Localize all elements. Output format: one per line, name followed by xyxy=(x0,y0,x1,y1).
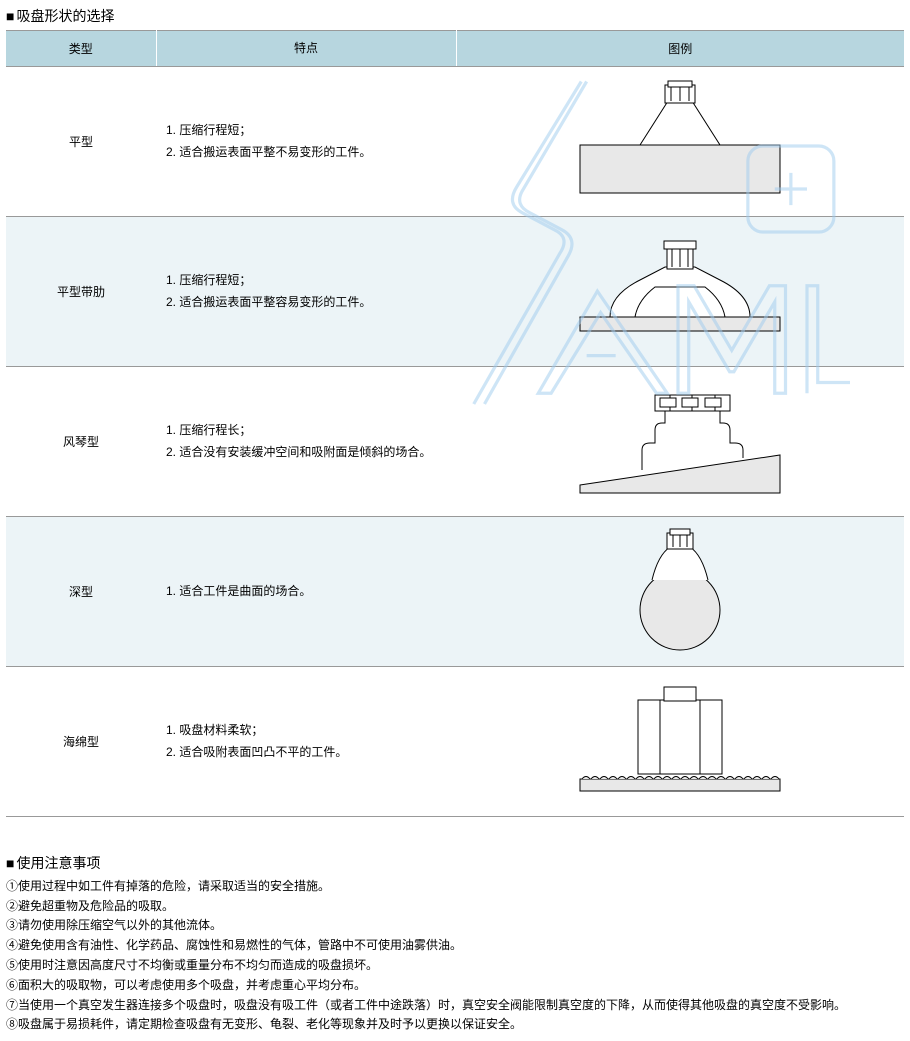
shape-table: 类型 特点 图例 平型 1. 压缩行程短；2. 适合搬运表面平整不易变形的工件。… xyxy=(6,30,904,817)
cell-type: 海绵型 xyxy=(6,666,156,816)
note-line: ⑧吸盘属于易损耗件，请定期检查吸盘有无变形、龟裂、老化等现象并及时予以更换以保证… xyxy=(6,1015,904,1035)
feature-line: 1. 压缩行程长； xyxy=(166,419,446,442)
feature-line: 2. 适合搬运表面平整不易变形的工件。 xyxy=(166,141,446,164)
table-row: 风琴型 1. 压缩行程长；2. 适合没有安装缓冲空间和吸附面是倾斜的场合。 xyxy=(6,366,904,516)
note-line: ②避免超重物及危险品的吸取。 xyxy=(6,897,904,917)
cell-type: 深型 xyxy=(6,516,156,666)
table-row: 平型带肋 1. 压缩行程短；2. 适合搬运表面平整容易变形的工件。 xyxy=(6,216,904,366)
note-line: ①使用过程中如工件有掉落的危险，请采取适当的安全措施。 xyxy=(6,877,904,897)
cell-diagram xyxy=(456,516,904,666)
note-line: ③请勿使用除压缩空气以外的其他流体。 xyxy=(6,916,904,936)
cell-features: 1. 适合工件是曲面的场合。 xyxy=(156,516,456,666)
notes-list: ①使用过程中如工件有掉落的危险，请采取适当的安全措施。②避免超重物及危险品的吸取… xyxy=(6,877,904,1035)
table-row: 海绵型 1. 吸盘材料柔软；2. 适合吸附表面凹凸不平的工件。 xyxy=(6,666,904,816)
note-line: ⑥面积大的吸取物，可以考虑使用多个吸盘，并考虑重心平均分布。 xyxy=(6,976,904,996)
cell-features: 1. 压缩行程长；2. 适合没有安装缓冲空间和吸附面是倾斜的场合。 xyxy=(156,366,456,516)
feature-line: 2. 适合搬运表面平整容易变形的工件。 xyxy=(166,291,446,314)
diagram-svg xyxy=(560,75,800,205)
section-title-shape: 吸盘形状的选择 xyxy=(6,6,904,26)
cell-features: 1. 压缩行程短；2. 适合搬运表面平整不易变形的工件。 xyxy=(156,66,456,216)
cell-type: 平型 xyxy=(6,66,156,216)
cell-features: 1. 吸盘材料柔软；2. 适合吸附表面凹凸不平的工件。 xyxy=(156,666,456,816)
feature-line: 2. 适合吸附表面凹凸不平的工件。 xyxy=(166,741,446,764)
cell-diagram xyxy=(456,366,904,516)
feature-line: 2. 适合没有安装缓冲空间和吸附面是倾斜的场合。 xyxy=(166,441,446,464)
cell-diagram xyxy=(456,66,904,216)
cell-type: 风琴型 xyxy=(6,366,156,516)
diagram-svg xyxy=(560,225,800,355)
table-row: 平型 1. 压缩行程短；2. 适合搬运表面平整不易变形的工件。 xyxy=(6,66,904,216)
table-row: 深型 1. 适合工件是曲面的场合。 xyxy=(6,516,904,666)
section-title-notes: 使用注意事项 xyxy=(6,853,904,873)
note-line: ⑤使用时注意因高度尺寸不均衡或重量分布不均匀而造成的吸盘损坏。 xyxy=(6,956,904,976)
cell-features: 1. 压缩行程短；2. 适合搬运表面平整容易变形的工件。 xyxy=(156,216,456,366)
diagram-svg xyxy=(560,375,800,505)
th-img: 图例 xyxy=(456,31,904,67)
th-type: 类型 xyxy=(6,31,156,67)
diagram-svg xyxy=(560,675,800,805)
feature-line: 1. 压缩行程短； xyxy=(166,269,446,292)
cell-diagram xyxy=(456,666,904,816)
th-feat: 特点 xyxy=(156,31,456,67)
feature-line: 1. 适合工件是曲面的场合。 xyxy=(166,580,446,603)
note-line: ④避免使用含有油性、化学药品、腐蚀性和易燃性的气体，管路中不可使用油雾供油。 xyxy=(6,936,904,956)
cell-diagram xyxy=(456,216,904,366)
feature-line: 1. 吸盘材料柔软； xyxy=(166,719,446,742)
cell-type: 平型带肋 xyxy=(6,216,156,366)
note-line: ⑦当使用一个真空发生器连接多个吸盘时，吸盘没有吸工件（或者工件中途跌落）时，真空… xyxy=(6,996,904,1016)
diagram-svg xyxy=(560,525,800,655)
feature-line: 1. 压缩行程短； xyxy=(166,119,446,142)
